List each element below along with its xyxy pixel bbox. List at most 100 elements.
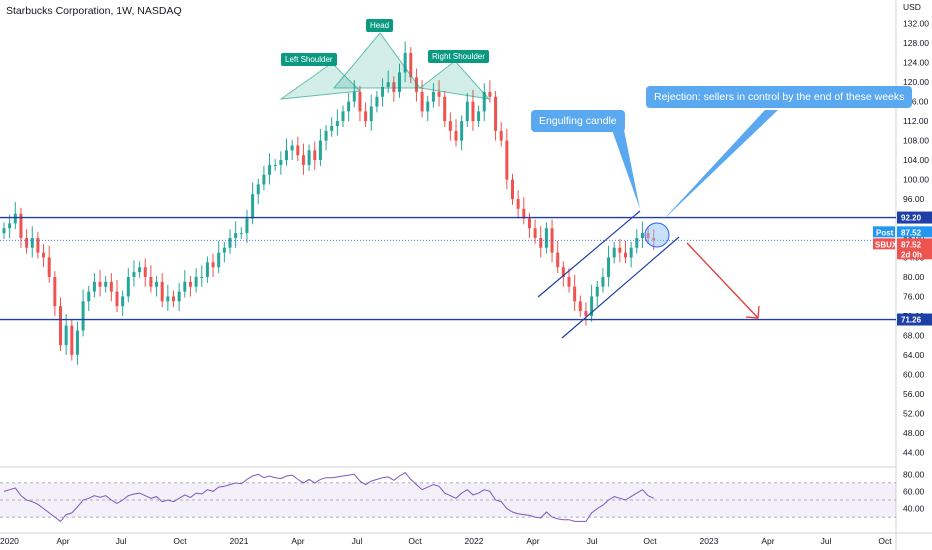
candle-body bbox=[381, 87, 385, 97]
candle-body bbox=[386, 82, 390, 88]
candle-body bbox=[273, 164, 277, 166]
candle-body bbox=[313, 150, 317, 161]
candle-body bbox=[420, 91, 424, 112]
x-tick-label: Jul bbox=[587, 536, 598, 546]
x-tick-label: Apr bbox=[56, 536, 69, 546]
y-tick-label: 104.00 bbox=[903, 155, 929, 165]
candle-body bbox=[369, 106, 373, 122]
candle-body bbox=[556, 252, 560, 268]
candle-body bbox=[414, 77, 418, 92]
x-tick-label: 2022 bbox=[465, 536, 484, 546]
candle-body bbox=[624, 252, 627, 258]
candle-body bbox=[143, 267, 147, 277]
y-tick-label: 128.00 bbox=[903, 38, 929, 48]
candle-body bbox=[30, 238, 34, 248]
engulfing-candle-annotation: Engulfing candle bbox=[531, 110, 625, 132]
level-price-tag-text: 92.20 bbox=[901, 214, 922, 223]
candle-body bbox=[268, 164, 272, 175]
candle-body bbox=[13, 213, 17, 224]
right-shoulder-shape bbox=[418, 60, 491, 100]
candle-body bbox=[465, 101, 469, 122]
x-tick-label: Jul bbox=[116, 536, 127, 546]
candle-body bbox=[8, 223, 12, 229]
candle-body bbox=[166, 296, 170, 302]
rejection-highlight bbox=[644, 222, 670, 248]
candle-body bbox=[629, 247, 633, 258]
candle-body bbox=[138, 267, 142, 273]
candle-body bbox=[149, 276, 153, 287]
candle-body bbox=[573, 286, 577, 302]
candle-body bbox=[251, 194, 255, 219]
candle-body bbox=[53, 276, 57, 307]
candle-body bbox=[341, 111, 345, 122]
x-tick-label: Oct bbox=[878, 536, 892, 546]
last-price-tag-text: 87.52 bbox=[901, 240, 922, 249]
projection-arrowhead bbox=[745, 305, 760, 319]
candle-body bbox=[460, 121, 464, 141]
y-tick-label: 80.00 bbox=[903, 272, 925, 282]
x-tick-label: Jul bbox=[352, 536, 363, 546]
candle-body bbox=[488, 91, 492, 97]
candle-body bbox=[635, 238, 639, 248]
candle-body bbox=[392, 82, 396, 92]
candle-body bbox=[403, 52, 407, 73]
candle-body bbox=[217, 252, 221, 268]
candle-body bbox=[64, 325, 68, 346]
candle-body bbox=[590, 296, 594, 316]
head-shape bbox=[332, 32, 421, 89]
candle-body bbox=[398, 72, 401, 92]
candle-body bbox=[256, 184, 260, 195]
channel-upper-line bbox=[537, 210, 641, 298]
rsi-tick-label: 60.00 bbox=[903, 486, 925, 496]
candle-body bbox=[426, 101, 430, 112]
candle-body bbox=[352, 91, 356, 102]
rsi-tick-label: 80.00 bbox=[903, 469, 925, 479]
countdown-text: 2d 0h bbox=[901, 250, 922, 259]
candle-body bbox=[335, 121, 339, 126]
candle-body bbox=[539, 238, 543, 248]
symbol-tag bbox=[873, 238, 895, 250]
candle-body bbox=[448, 121, 452, 131]
candle-body bbox=[318, 140, 322, 161]
candle-body bbox=[584, 311, 588, 316]
candle-body bbox=[347, 101, 351, 112]
x-tick-label: 2020 bbox=[0, 536, 19, 546]
candle-body bbox=[70, 325, 74, 355]
candle-body bbox=[42, 252, 46, 258]
x-tick-label: Apr bbox=[761, 536, 774, 546]
candle-body bbox=[200, 276, 204, 278]
candle-body bbox=[595, 286, 599, 297]
y-tick-label: 124.00 bbox=[903, 58, 929, 68]
left-shoulder-shape bbox=[279, 62, 362, 100]
symbol-tag-text: SBUX bbox=[875, 240, 898, 249]
projection-arrow-line bbox=[686, 242, 759, 319]
candle-body bbox=[307, 150, 311, 165]
left-shoulder-label: Left Shoulder bbox=[281, 53, 337, 66]
candle-body bbox=[511, 179, 514, 200]
y-tick-label: 108.00 bbox=[903, 136, 929, 146]
x-tick-label: Apr bbox=[291, 536, 304, 546]
level-price-tag-text: 71.26 bbox=[901, 316, 922, 325]
candle-body bbox=[183, 281, 187, 292]
candle-body bbox=[245, 218, 249, 234]
candle-body bbox=[533, 228, 537, 238]
channel-lower-line bbox=[561, 236, 680, 339]
y-tick-label: 100.00 bbox=[903, 175, 929, 185]
rsi-line bbox=[3, 471, 655, 523]
candle-body bbox=[87, 291, 91, 302]
rsi-tick-label: 40.00 bbox=[903, 504, 925, 514]
candle-body bbox=[477, 111, 481, 122]
candle-body bbox=[561, 267, 565, 277]
candle-body bbox=[612, 247, 616, 258]
candle-body bbox=[607, 257, 611, 277]
candle-body bbox=[25, 238, 29, 248]
candle-body bbox=[482, 91, 486, 112]
candle-body bbox=[104, 281, 108, 287]
last-price-tag bbox=[897, 238, 932, 260]
candle-body bbox=[172, 296, 175, 302]
candle-body bbox=[601, 276, 605, 287]
candle-body bbox=[358, 91, 362, 112]
candle-body bbox=[194, 276, 198, 287]
y-tick-label: 96.00 bbox=[903, 194, 925, 204]
